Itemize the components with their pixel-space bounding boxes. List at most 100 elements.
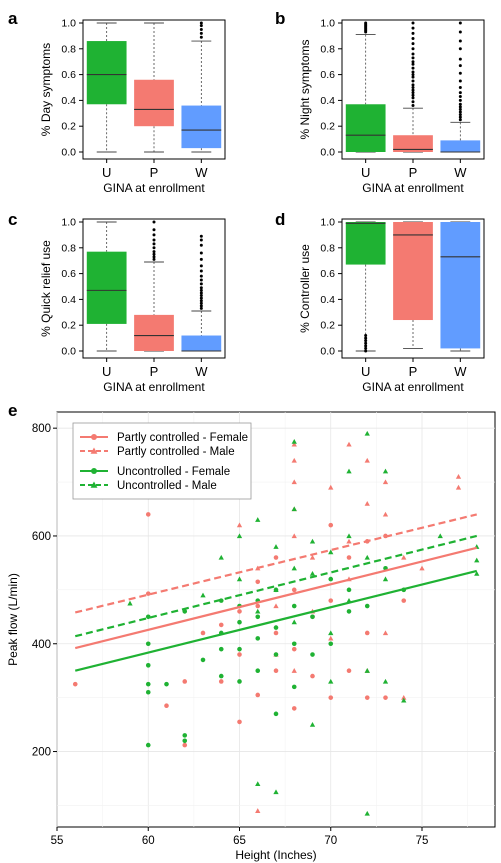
x-tick-label: 55	[51, 835, 64, 847]
outlier-point	[364, 21, 368, 25]
data-point-triangle	[291, 565, 297, 571]
data-point-triangle	[236, 522, 243, 528]
data-point-circle	[291, 646, 297, 652]
legend-box	[72, 422, 252, 500]
box-U	[86, 22, 127, 153]
data-point-triangle	[309, 721, 316, 727]
data-point-circle	[218, 679, 224, 684]
data-point-circle	[182, 733, 188, 738]
outlier-point	[152, 255, 156, 259]
outlier-point	[411, 60, 415, 64]
data-point-triangle	[346, 441, 352, 447]
panel-tag: b	[275, 9, 285, 28]
y-tick-label: 0.4	[61, 294, 76, 306]
y-tick-label: 0.2	[61, 320, 76, 332]
data-point-circle	[237, 609, 242, 614]
box-body	[134, 314, 174, 351]
series-1	[72, 512, 407, 748]
data-point-circle	[145, 681, 151, 687]
data-point-triangle	[273, 587, 279, 592]
outlier-point	[411, 93, 415, 97]
x-tick-label: 70	[324, 835, 337, 847]
data-point-circle	[273, 555, 279, 560]
data-point-circle	[364, 603, 370, 609]
data-point-triangle	[474, 557, 480, 563]
outlier-point	[364, 346, 368, 350]
data-point-circle	[310, 652, 315, 657]
outlier-point	[458, 107, 462, 111]
data-point-circle	[255, 636, 261, 641]
outlier-point	[411, 62, 415, 66]
data-point-circle	[145, 663, 151, 668]
data-point-circle	[364, 630, 370, 636]
outlier-point	[152, 238, 156, 242]
outlier-point	[458, 47, 462, 51]
data-point-triangle	[328, 549, 334, 555]
data-point-triangle	[309, 571, 316, 576]
data-point-circle	[255, 579, 261, 585]
outlier-point	[458, 95, 462, 99]
data-point-triangle	[346, 538, 352, 544]
x-axis-label: GINA at enrollment	[103, 181, 205, 195]
outlier-point	[199, 294, 203, 298]
box-body	[181, 335, 222, 351]
data-point-circle	[182, 738, 188, 744]
outlier-point	[411, 73, 415, 77]
y-tick-label: 0.8	[61, 242, 76, 254]
outlier-point	[199, 288, 203, 292]
data-point-triangle	[382, 468, 389, 474]
y-axis-label: % Quick relief use	[39, 240, 53, 337]
data-point-circle	[182, 679, 188, 684]
box-body	[181, 105, 222, 149]
data-point-triangle	[382, 479, 389, 485]
x-tick-label: U	[361, 165, 370, 180]
outlier-point	[458, 64, 462, 68]
data-point-circle	[328, 522, 334, 528]
data-point-circle	[255, 603, 261, 609]
data-point-circle	[164, 681, 169, 687]
outlier-point	[458, 98, 462, 102]
data-point-circle	[72, 681, 78, 687]
outlier-point	[152, 252, 156, 256]
outlier-point	[458, 118, 462, 122]
data-point-triangle	[255, 608, 261, 614]
y-axis-label: Peak flow (L/min)	[6, 573, 20, 666]
box-body	[345, 104, 386, 152]
y-tick-label: 0.6	[320, 69, 335, 81]
outlier-point	[199, 251, 203, 255]
data-point-circle	[200, 630, 206, 636]
legend-marker-triangle	[90, 447, 98, 454]
outlier-point	[199, 257, 203, 261]
outlier-point	[411, 75, 415, 79]
outlier-point	[411, 52, 415, 56]
y-tick-label: 1.0	[320, 217, 335, 229]
data-point-triangle	[382, 511, 389, 517]
x-tick-label: 60	[142, 835, 155, 847]
outlier-point	[199, 234, 203, 238]
data-point-triangle	[328, 484, 334, 490]
outlier-point	[199, 291, 203, 295]
legend-label: Partly controlled - Male	[117, 446, 235, 458]
x-tick-label: U	[102, 364, 111, 379]
outlier-point	[152, 242, 156, 246]
data-point-triangle	[255, 517, 261, 522]
data-point-triangle	[291, 506, 297, 512]
x-tick-label: U	[361, 364, 370, 379]
x-tick-label: P	[150, 165, 159, 180]
outlier-point	[199, 274, 203, 278]
data-point-circle	[237, 719, 242, 725]
x-tick-label: 75	[416, 835, 429, 847]
y-tick-label: 0.8	[61, 43, 76, 55]
data-point-circle	[346, 668, 352, 674]
y-tick-label: 1.0	[61, 18, 76, 30]
legend-label: Partly controlled - Female	[117, 432, 248, 444]
data-point-triangle	[291, 668, 297, 673]
box-P	[134, 22, 174, 153]
data-point-triangle	[382, 630, 389, 636]
data-point-circle	[364, 695, 370, 700]
data-point-circle	[145, 641, 151, 647]
outlier-point	[411, 104, 415, 108]
outlier-point	[199, 238, 203, 242]
outlier-point	[458, 21, 462, 25]
